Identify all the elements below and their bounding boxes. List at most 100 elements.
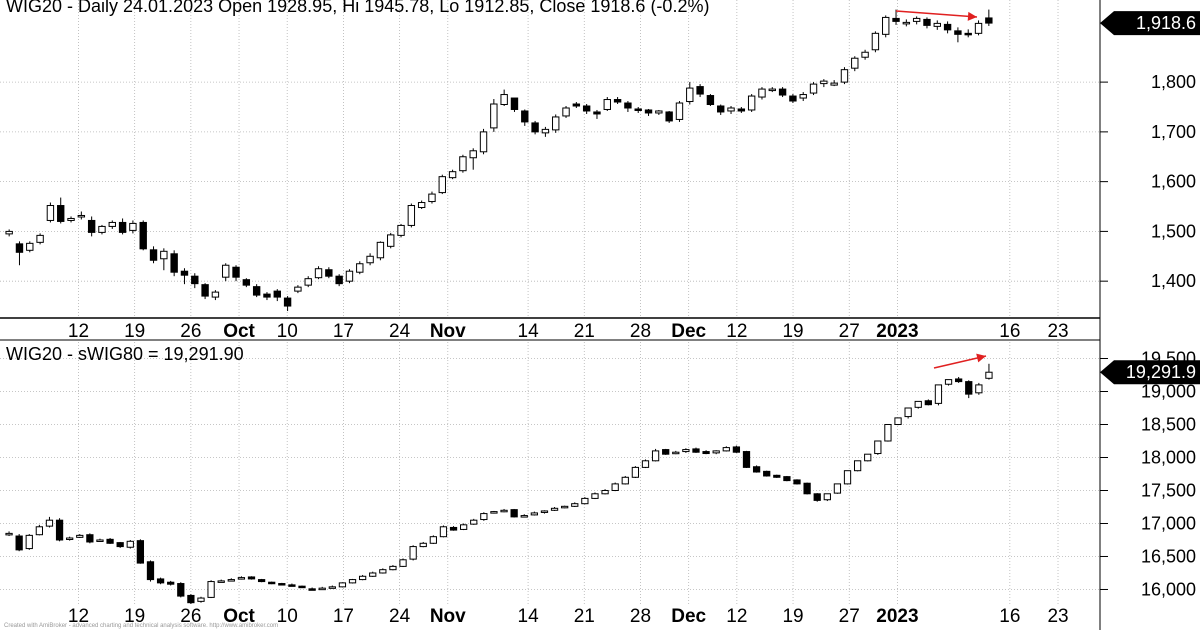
candle-up: [675, 102, 684, 120]
x-tick-label: 19: [124, 606, 145, 627]
candle-down: [613, 99, 622, 103]
candle-down: [263, 293, 271, 298]
x-tick-label: 10: [277, 321, 298, 342]
candle-up: [912, 17, 921, 22]
wig20-swig80-ratio-panel: 16,000 16,500 17,000 17,500 18,000 18,500 19,0…: [0, 342, 1200, 627]
candle-up: [227, 579, 235, 582]
candle-up: [76, 534, 84, 538]
candle-up: [407, 205, 416, 226]
candle-down: [955, 378, 963, 383]
candle-up: [419, 542, 427, 548]
candle-down: [15, 535, 23, 551]
candle-up: [417, 202, 426, 209]
candle-up: [833, 483, 842, 494]
x-tick-label: Dec: [671, 606, 706, 627]
candle-down: [283, 297, 292, 307]
candle-down: [149, 249, 158, 261]
y-tick-label: 18,500: [1141, 414, 1196, 434]
y-tick-label: 16,500: [1141, 546, 1196, 566]
candle-up: [25, 534, 33, 550]
candle-down: [702, 451, 710, 455]
candle-down: [763, 470, 771, 477]
candle-down: [191, 275, 199, 285]
candle-up: [530, 512, 538, 516]
candle-down: [106, 538, 114, 544]
x-tick-label: 24: [389, 321, 411, 342]
candle-down: [449, 526, 458, 531]
candle-down: [593, 111, 601, 115]
candle-up: [500, 509, 508, 513]
candle-up: [36, 234, 44, 243]
x-tick-label: 12: [68, 606, 89, 627]
candle-up: [520, 515, 528, 518]
candle-down: [737, 108, 746, 112]
candle-down: [268, 581, 276, 585]
candle-up: [686, 87, 694, 103]
candle-down: [55, 519, 64, 541]
candle-up: [369, 572, 377, 577]
candle-up: [581, 497, 589, 505]
candle-up: [552, 116, 560, 131]
candle-up: [469, 150, 477, 159]
candle-up: [459, 156, 467, 172]
candle-up: [823, 493, 831, 501]
candle-up: [631, 466, 640, 478]
candle-up: [46, 205, 55, 221]
candle-down: [87, 219, 96, 233]
candle-down: [116, 542, 124, 548]
candle-up: [843, 470, 852, 485]
candle-up: [428, 193, 436, 203]
x-tick-label: Oct: [223, 606, 255, 627]
candle-down: [964, 32, 972, 36]
candle-up: [460, 524, 468, 530]
candle-up: [45, 519, 54, 527]
candle-up: [985, 371, 993, 379]
candle-down: [201, 284, 209, 297]
x-tick-label: 19: [782, 606, 803, 627]
candle-down: [232, 266, 240, 278]
last-price-tag: [1100, 360, 1200, 385]
candle-down: [187, 594, 195, 604]
candle-down: [665, 111, 673, 122]
candle-up: [830, 82, 838, 86]
candle-down: [752, 466, 761, 473]
x-tick-label: Nov: [430, 606, 466, 627]
candle-up: [933, 22, 941, 27]
candle-up: [409, 546, 417, 560]
candle-down: [692, 448, 700, 453]
candle-down: [582, 105, 591, 112]
candle-up: [727, 107, 735, 112]
candle-up: [389, 565, 397, 571]
x-tick-label: 23: [1047, 606, 1068, 627]
y-tick-label: 17,500: [1141, 480, 1196, 500]
candle-down: [325, 269, 333, 277]
candle-up: [747, 95, 756, 111]
candle-down: [521, 110, 529, 123]
candle-up: [840, 69, 849, 83]
candle-down: [644, 109, 653, 114]
candle-up: [712, 450, 720, 454]
candle-down: [732, 446, 741, 453]
candle-down: [156, 578, 165, 584]
candle-down: [706, 95, 715, 106]
candle-up: [914, 400, 922, 408]
candle-down: [717, 105, 725, 113]
candle-down: [180, 270, 189, 276]
candle-up: [550, 507, 559, 511]
candle-up: [217, 580, 225, 583]
candle-down: [793, 479, 801, 485]
x-tick-label: Oct: [223, 321, 255, 342]
candle-up: [722, 447, 730, 452]
candle-up: [541, 128, 550, 134]
candle-up: [318, 587, 326, 591]
candle-up: [66, 537, 74, 541]
candle-down: [86, 534, 94, 543]
y-tick-label: 1,600: [1151, 172, 1196, 192]
candle-up: [197, 597, 205, 602]
candle-up: [304, 278, 312, 286]
y-tick-label: 17,000: [1141, 513, 1196, 533]
candle-down: [298, 585, 306, 589]
candle-up: [399, 559, 407, 567]
candle-up: [655, 110, 663, 114]
